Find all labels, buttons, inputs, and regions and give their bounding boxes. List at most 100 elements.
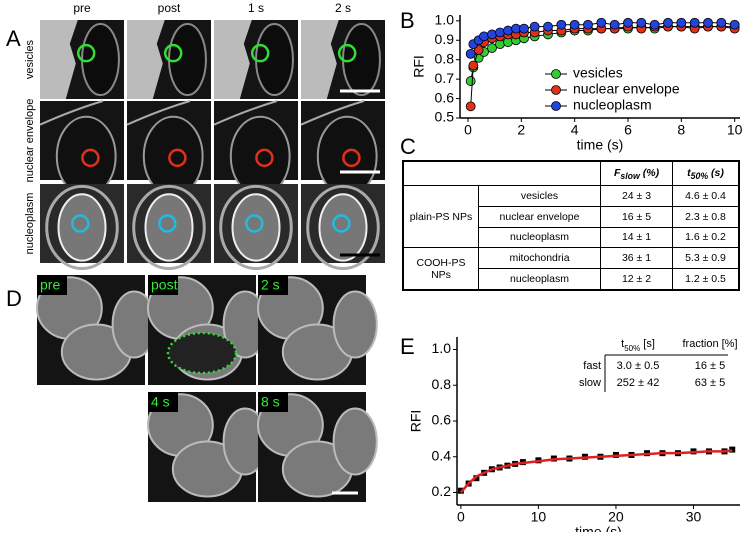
data-point xyxy=(703,17,713,28)
time-label: 4 s xyxy=(151,394,170,410)
table-cell: nucleoplasm xyxy=(477,267,602,291)
nucleus xyxy=(332,407,378,476)
x-tick-label: 0 xyxy=(457,509,465,525)
legend-label: nuclear envelope xyxy=(573,81,680,97)
table-row: nucleoplasm 14 ± 1 1.6 ± 0.2 xyxy=(403,226,740,249)
x-tick-label: 10 xyxy=(727,122,743,138)
micrograph xyxy=(301,184,385,271)
legend-marker xyxy=(551,85,561,95)
y-tick-label: 0.4 xyxy=(432,447,452,463)
membrane xyxy=(126,100,191,126)
bright-region xyxy=(214,20,252,99)
data-point xyxy=(529,21,540,32)
nucleus xyxy=(55,115,117,197)
row-label: nucleoplasm xyxy=(24,193,36,255)
header-cell: fraction [%] xyxy=(682,338,737,350)
group-cell: plain-PS NPs xyxy=(402,185,479,249)
y-tick-label: 0.5 xyxy=(435,109,455,125)
micrograph xyxy=(214,20,298,99)
data-point xyxy=(729,446,736,453)
data-point xyxy=(663,17,673,28)
micrograph xyxy=(40,184,124,271)
table-cell: slow xyxy=(579,377,601,389)
table-cell: mitochondria xyxy=(477,247,602,269)
roi-circle xyxy=(163,43,183,63)
table-row: COOH-PS NPs mitochondria 36 ± 1 5.3 ± 0.9 xyxy=(402,247,740,291)
header-main: fraction [%] xyxy=(682,338,737,350)
legend-label: nucleoplasm xyxy=(573,97,652,113)
table-cell: 63 ± 5 xyxy=(695,377,726,389)
data-point xyxy=(583,19,593,30)
data-point xyxy=(609,19,620,30)
panel-letter: A xyxy=(6,26,21,51)
legend-marker xyxy=(551,69,561,79)
row-label: vesicles xyxy=(24,39,36,79)
y-tick-label: 0.6 xyxy=(432,412,452,428)
empty-cell xyxy=(402,160,602,187)
micrograph xyxy=(214,184,298,271)
table-row: plain-PS NPs vesicles 24 ± 3 4.6 ± 0.4 xyxy=(402,185,740,249)
micrograph xyxy=(36,275,157,385)
nucleus xyxy=(229,115,291,197)
nucleus xyxy=(168,22,207,97)
x-axis-label: time (s) xyxy=(575,524,622,532)
data-point xyxy=(689,17,700,28)
x-tick-label: 8 xyxy=(677,122,685,138)
panel-letter: D xyxy=(6,286,22,311)
group-cell: COOH-PS NPs xyxy=(402,247,479,291)
nucleus xyxy=(255,22,294,97)
y-tick-label: 0.2 xyxy=(432,483,452,499)
nucleus xyxy=(142,115,204,197)
micrograph xyxy=(300,100,385,197)
data-point xyxy=(556,19,567,30)
label-bg xyxy=(37,275,67,295)
table-cell: 5.3 ± 0.9 xyxy=(672,247,740,269)
roi-circle xyxy=(255,148,274,168)
micrograph xyxy=(213,100,298,197)
panel-letter: B xyxy=(400,8,415,33)
x-axis-label: time (s) xyxy=(577,137,624,153)
nucleus xyxy=(318,193,368,262)
data-point xyxy=(503,25,513,36)
y-tick-label: 0.9 xyxy=(435,31,455,47)
x-tick-label: 0 xyxy=(464,122,472,138)
nucleus xyxy=(316,115,378,197)
roi-circle xyxy=(81,148,100,168)
header-main: t xyxy=(687,166,691,179)
x-tick-label: 2 xyxy=(517,122,525,138)
nucleus xyxy=(81,22,120,97)
table-cell: 16 ± 5 xyxy=(600,205,673,228)
bleach-region xyxy=(166,331,238,375)
micrograph xyxy=(257,392,378,502)
data-point xyxy=(473,475,480,482)
data-point xyxy=(569,19,580,30)
data-point xyxy=(465,76,476,86)
bright-region xyxy=(127,20,165,99)
table-cell: 2.3 ± 0.8 xyxy=(672,205,740,228)
table-cell: fast xyxy=(583,360,601,372)
y-tick-label: 1.0 xyxy=(432,340,452,356)
series-line xyxy=(459,449,733,494)
cell xyxy=(132,184,206,271)
data-point xyxy=(543,21,553,32)
column-label: post xyxy=(158,1,181,15)
data-point xyxy=(479,31,489,42)
table-cell: 1.2 ± 0.5 xyxy=(672,267,740,291)
header-main: t xyxy=(621,338,624,350)
table-cell: 4.6 ± 0.4 xyxy=(672,185,740,207)
bright-region xyxy=(301,20,339,99)
header-tail: (%) xyxy=(639,166,660,179)
data-point xyxy=(649,19,660,30)
membrane xyxy=(213,100,278,126)
nucleus xyxy=(57,193,107,262)
x-tick-label: 30 xyxy=(686,509,702,525)
table-cell: 14 ± 1 xyxy=(600,226,673,249)
header-row: Fslow (%) t50% (s) xyxy=(402,160,740,187)
header-cell: t50% [s] xyxy=(621,338,655,353)
nucleus xyxy=(342,22,381,97)
roi-circle xyxy=(76,43,96,63)
data-point xyxy=(676,17,687,28)
micrograph xyxy=(257,275,378,385)
table-row: nucleoplasm 12 ± 2 1.2 ± 0.5 xyxy=(403,267,740,291)
